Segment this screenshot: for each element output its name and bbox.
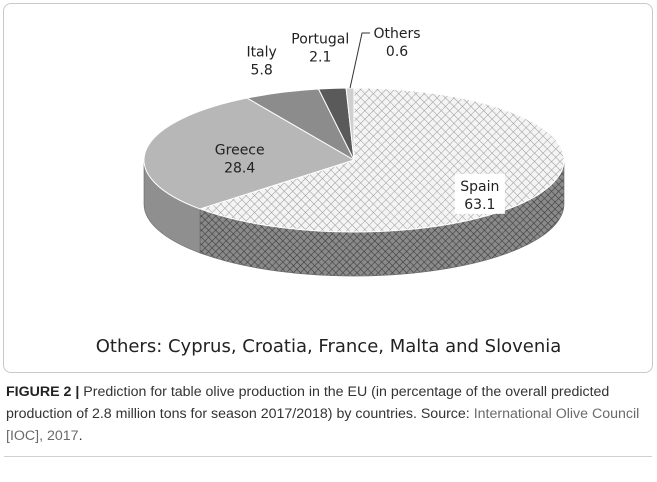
- data-label-value-italy: 5.8: [250, 62, 272, 78]
- figure-caption: FIGURE 2 | Prediction for table olive pr…: [6, 381, 646, 447]
- data-label-value-spain: 63.1: [464, 197, 495, 213]
- pie-slice-others: [345, 87, 355, 161]
- data-label-others: Others 0.6: [374, 26, 421, 60]
- data-label-spain: Spain 63.1: [454, 173, 505, 214]
- data-label-name-italy: Italy: [246, 44, 276, 60]
- pie-slice-greece: [143, 97, 356, 210]
- caption-label: FIGURE 2 |: [6, 384, 80, 400]
- caption-text: Prediction for table olive production in…: [6, 384, 610, 422]
- chart-note: Others: Cyprus, Croatia, France, Malta a…: [95, 336, 562, 357]
- divider: [4, 456, 652, 457]
- data-label-name-greece: Greece: [215, 142, 265, 158]
- data-label-name-portugal: Portugal: [291, 31, 349, 47]
- data-label-value-portugal: 2.1: [309, 49, 331, 65]
- leader-line-others: [349, 32, 371, 89]
- pie-chart: Spain 63.1 Greece 28.4 Italy 5.8 Portugal 2.1 Ot…: [143, 26, 565, 277]
- data-label-greece: Greece 28.4: [215, 142, 265, 176]
- caption-end: .: [78, 428, 83, 444]
- caption-source-link[interactable]: International Olive Council [IOC], 2017: [6, 406, 640, 444]
- data-label-portugal: Portugal 2.1: [291, 31, 349, 65]
- data-label-name-others: Others: [374, 26, 421, 42]
- data-label-italy: Italy 5.8: [246, 44, 276, 78]
- data-label-name-spain: Spain: [460, 179, 499, 195]
- data-label-value-greece: 28.4: [224, 160, 255, 176]
- data-label-value-others: 0.6: [386, 44, 408, 60]
